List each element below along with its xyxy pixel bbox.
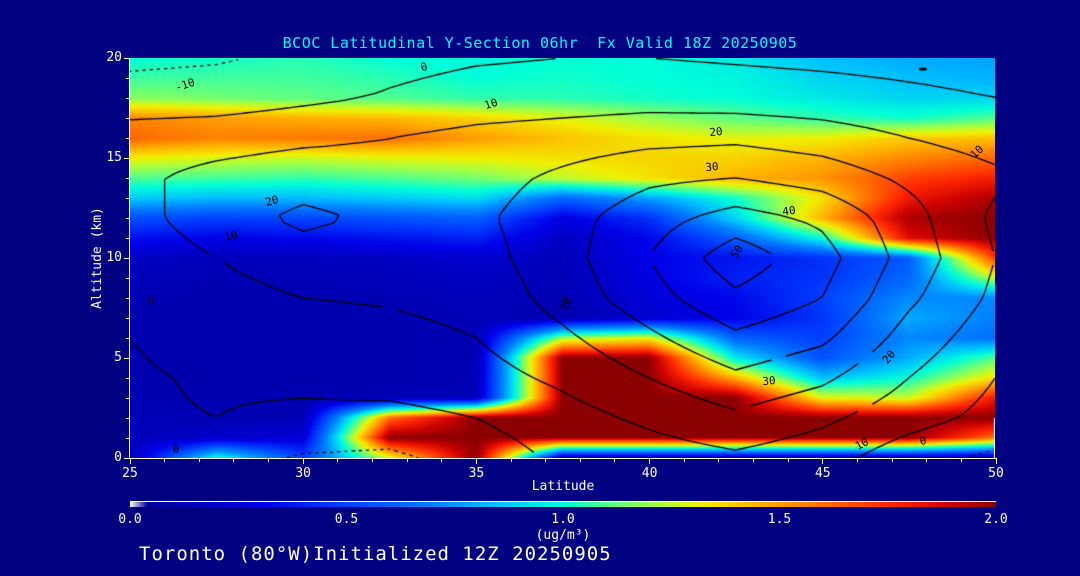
y-tick-label: 20 [106, 50, 122, 65]
y-minor-tick [126, 397, 129, 399]
x-minor-tick [579, 459, 581, 462]
y-minor-tick [126, 197, 129, 199]
y-minor-tick [126, 377, 129, 379]
x-minor-tick [164, 459, 166, 462]
x-minor-tick [614, 459, 616, 462]
x-axis-title: Latitude [531, 479, 595, 494]
y-tick-label: 5 [114, 350, 122, 365]
x-minor-tick [960, 459, 962, 462]
x-tick [822, 459, 824, 464]
x-tick-label: 40 [641, 466, 658, 481]
x-minor-tick [718, 459, 720, 462]
x-minor-tick [510, 459, 512, 462]
y-tick [124, 57, 129, 59]
x-tick [649, 459, 651, 464]
y-minor-tick [126, 437, 129, 439]
y-tick [124, 457, 129, 459]
x-tick-label: 50 [988, 466, 1004, 481]
x-minor-tick [753, 459, 755, 462]
x-minor-tick [545, 459, 547, 462]
x-minor-tick [198, 459, 200, 462]
y-tick [124, 257, 129, 259]
y-tick-label: 0 [114, 450, 122, 465]
cross-section-plot [130, 58, 995, 458]
y-tick-label: 10 [106, 250, 122, 265]
x-minor-tick [787, 459, 789, 462]
y-minor-tick [126, 417, 129, 419]
y-minor-tick [126, 317, 129, 319]
x-minor-tick [371, 459, 373, 462]
colorbar-tick-label: 0.0 [118, 512, 142, 527]
colorbar-tick-label: 0.5 [334, 512, 359, 527]
y-minor-tick [126, 97, 129, 99]
y-minor-tick [126, 177, 129, 179]
y-axis-line [129, 58, 130, 459]
y-minor-tick [126, 77, 129, 79]
x-tick [475, 459, 477, 464]
x-tick [302, 459, 304, 464]
x-minor-tick [683, 459, 685, 462]
x-minor-tick [926, 459, 928, 462]
x-minor-tick [856, 459, 858, 462]
y-tick [124, 157, 129, 159]
colorbar-tick-label: 1.0 [551, 512, 575, 527]
y-tick [124, 357, 129, 359]
x-minor-tick [268, 459, 270, 462]
colorbar-tick-label: 1.5 [767, 512, 792, 527]
y-minor-tick [126, 137, 129, 139]
x-tick-label: 30 [295, 466, 312, 481]
y-minor-tick [126, 297, 129, 299]
chart-title: BCOC Latitudinal Y-Section 06hr Fx Valid… [282, 34, 798, 52]
x-tick [995, 459, 997, 464]
x-tick-label: 35 [468, 466, 485, 481]
x-minor-tick [233, 459, 235, 462]
y-minor-tick [126, 117, 129, 119]
y-minor-tick [126, 237, 129, 239]
x-axis-line [129, 458, 997, 459]
x-minor-tick [337, 459, 339, 462]
x-tick [129, 459, 131, 464]
x-minor-tick [406, 459, 408, 462]
x-minor-tick [891, 459, 893, 462]
run-info-text: Toronto (80°W)Initialized 12Z 20250905 [139, 543, 612, 565]
x-tick-label: 45 [814, 466, 831, 481]
y-minor-tick [126, 337, 129, 339]
colorbar [130, 501, 996, 507]
colorbar-units: (ug/m³) [535, 528, 591, 543]
y-tick-label: 15 [106, 150, 122, 165]
x-tick-label: 25 [122, 466, 138, 481]
x-minor-tick [441, 459, 443, 462]
y-minor-tick [126, 217, 129, 219]
colorbar-tick-label: 2.0 [984, 512, 1008, 527]
y-minor-tick [126, 277, 129, 279]
